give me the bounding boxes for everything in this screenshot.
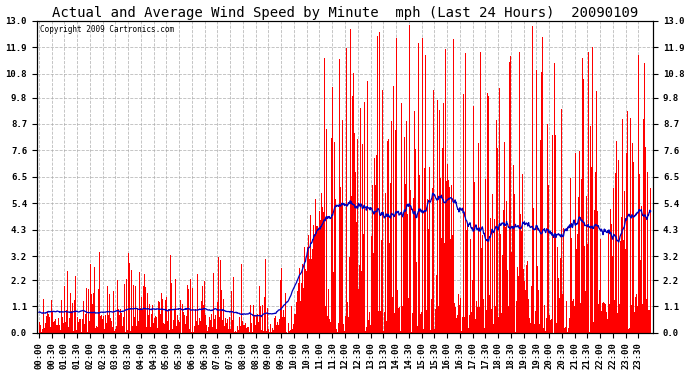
Title: Actual and Average Wind Speed by Minute  mph (Last 24 Hours)  20090109: Actual and Average Wind Speed by Minute … — [52, 6, 638, 20]
Text: Copyright 2009 Cartronics.com: Copyright 2009 Cartronics.com — [40, 26, 174, 34]
